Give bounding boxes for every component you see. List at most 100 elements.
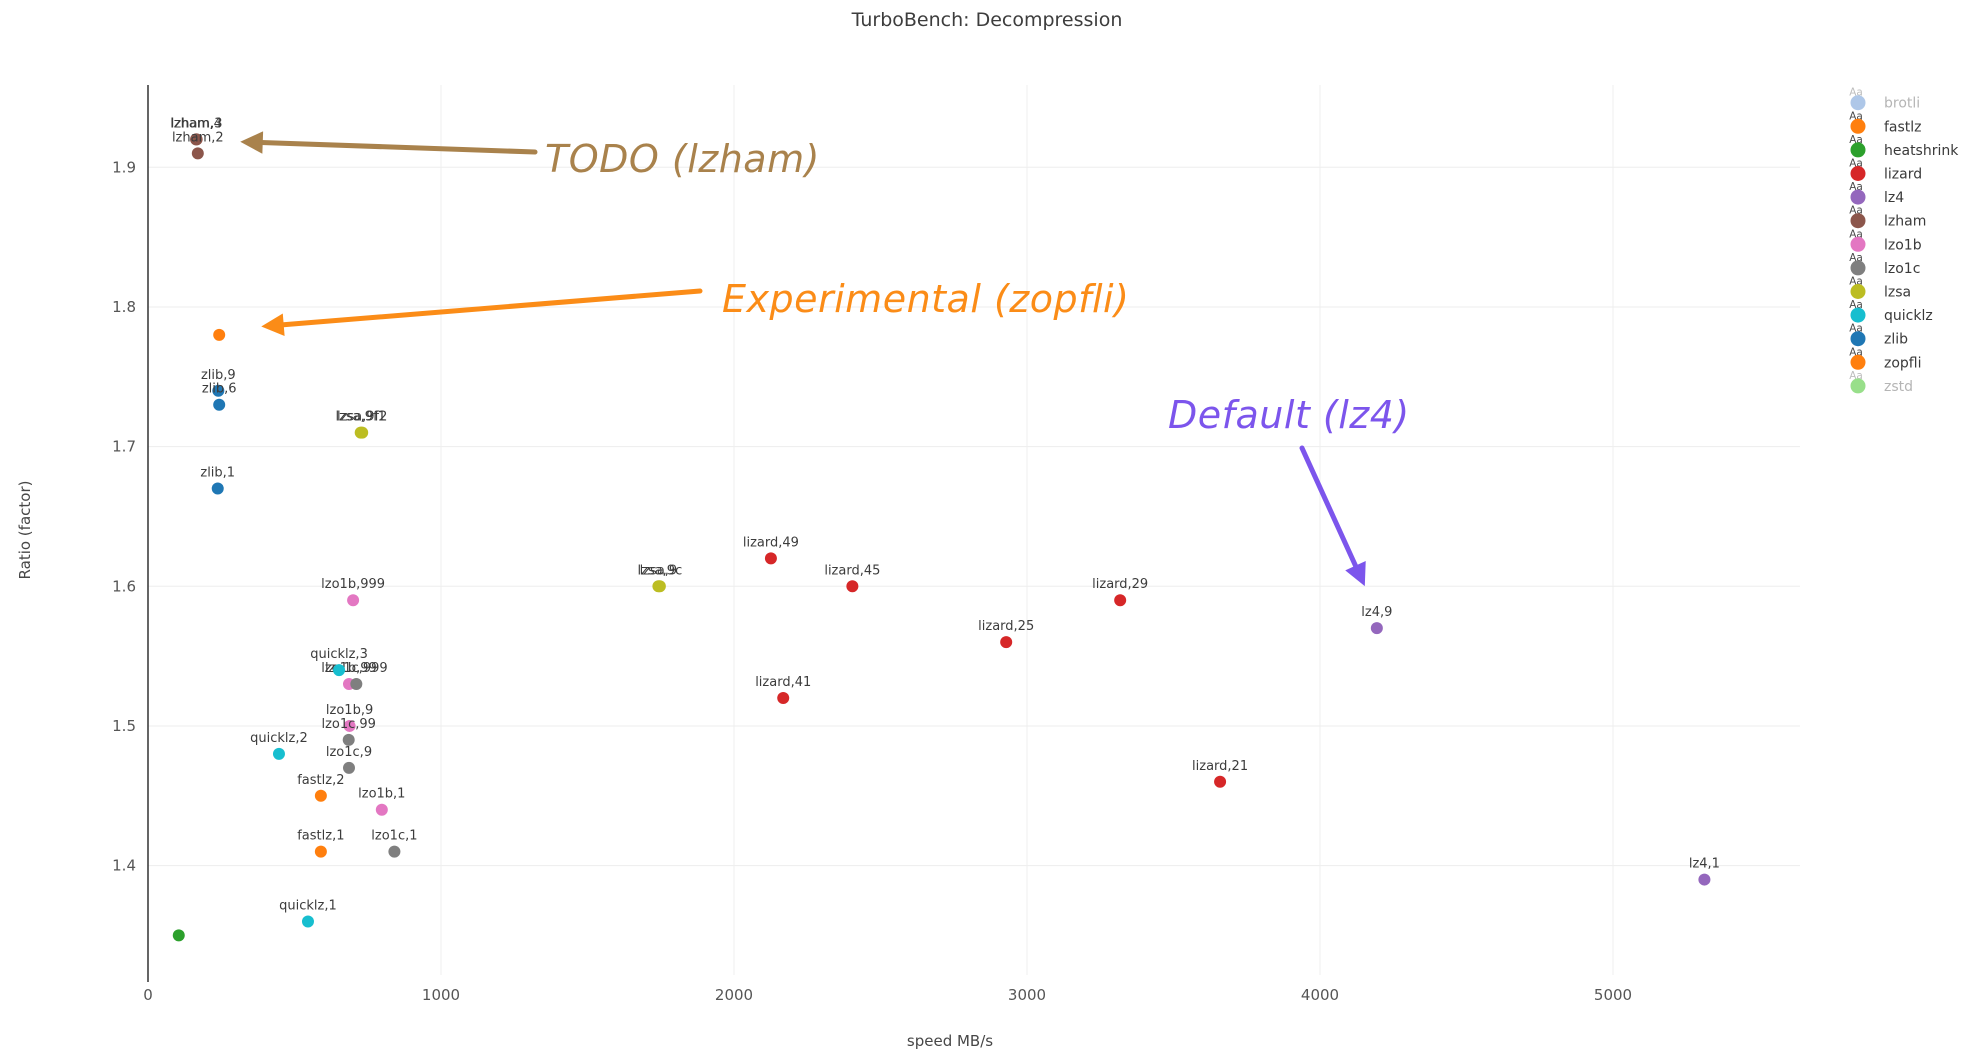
point-label: lzsa,9c: [638, 563, 683, 578]
legend-swatch: [1850, 284, 1866, 299]
point-label: quicklz,3: [310, 647, 368, 662]
chart-title: TurboBench: Decompression: [851, 9, 1123, 31]
point-label: lzo1c,99: [321, 717, 375, 732]
legend-swatch: [1850, 142, 1866, 158]
legend-label: lzsa: [1884, 285, 1911, 301]
legend-label: zstd: [1884, 379, 1913, 395]
data-point: [343, 719, 356, 732]
data-point: [653, 580, 666, 593]
legend-swatch: [1850, 260, 1866, 276]
legend-label: lzo1b: [1884, 237, 1922, 253]
point-label: zlib,9: [201, 368, 236, 383]
point-label: lz4,1: [1689, 857, 1720, 872]
data-point: [777, 692, 790, 705]
data-point: [342, 761, 355, 774]
point-label: lzsa,9: [640, 563, 678, 578]
data-point: [375, 803, 388, 816]
data-point: [356, 426, 369, 439]
legend-label: lzham: [1884, 214, 1926, 230]
x-tick-label: 5000: [1594, 986, 1632, 1004]
point-label: lzham,3: [171, 116, 223, 131]
data-point: [350, 678, 363, 691]
point-label: lzo1b,999: [321, 577, 385, 592]
x-tick-label: 4000: [1301, 986, 1339, 1004]
annotation-arrow: [261, 288, 703, 336]
legend-label: lz4: [1884, 190, 1904, 206]
data-point: [347, 594, 360, 607]
gridlines: [147, 85, 1800, 975]
annotation-arrow: [1299, 445, 1366, 587]
data-point: [213, 398, 226, 411]
point-label: quicklz,2: [250, 731, 308, 746]
data-point: [333, 664, 346, 677]
data-point: [212, 384, 225, 397]
y-tick-label: 1.8: [112, 298, 136, 316]
point-label: quicklz,1: [279, 898, 337, 913]
legend-label: zlib: [1884, 332, 1908, 348]
legend-swatch: [1850, 166, 1866, 181]
annotation-arrow: [240, 131, 538, 155]
point-label: fastlz,2: [297, 773, 344, 788]
point-label: fastlz,1: [297, 829, 344, 844]
data-point: [172, 929, 185, 942]
x-tick-label: 2000: [715, 986, 753, 1004]
data-point: [191, 147, 204, 160]
data-point: [846, 580, 859, 593]
point-label: lizard,21: [1192, 759, 1248, 774]
point-label: lzo1c,9: [326, 745, 372, 760]
point-label: zlib,6: [202, 382, 237, 397]
data-points: fastlz,2 fastlz,1 lizard,49 lizard,45 lizard…: [170, 116, 1720, 942]
y-axis-title: Ratio (factor): [16, 481, 34, 580]
legend-swatch: [1850, 307, 1866, 323]
point-label: lizard,49: [743, 535, 799, 550]
data-point: [314, 789, 327, 802]
point-label: zlib,1: [200, 466, 235, 481]
legend-swatch: [1850, 331, 1866, 347]
legend-label: brotli: [1884, 96, 1920, 112]
annotation-text: Default (lz4): [1168, 393, 1410, 437]
legend: AabrotliAafastlzAaheatshrinkAalizardAalz…: [1849, 87, 1959, 395]
point-label: lzsa,9f1: [335, 410, 385, 425]
legend-label: lizard: [1884, 167, 1922, 183]
legend-label: zopfli: [1884, 355, 1922, 371]
y-tick-label: 1.9: [112, 158, 136, 176]
annotation-text: Experimental (zopfli): [722, 277, 1129, 321]
data-point: [301, 915, 314, 928]
legend-label: fastlz: [1884, 119, 1922, 135]
data-point: [272, 747, 285, 760]
data-point: [213, 328, 226, 341]
data-point: [388, 845, 401, 858]
x-axis-title: speed MB/s: [907, 1032, 993, 1050]
x-tick-label: 0: [143, 986, 153, 1004]
point-label: lizard,41: [755, 675, 811, 690]
data-point: [1000, 636, 1013, 649]
legend-swatch: [1850, 213, 1866, 229]
point-label: lzo1b,9: [326, 703, 373, 718]
legend-swatch: [1850, 189, 1866, 205]
data-point: [314, 845, 327, 858]
x-tick-label: 3000: [1008, 986, 1046, 1004]
legend-swatch: [1850, 236, 1866, 252]
point-label: lizard,29: [1092, 577, 1148, 592]
axes: 1.4 1.5 1.6 1.7 1.8 1.9 0 1000 2000 3000 4000 5000: [112, 85, 1632, 1004]
point-label: lzsa,9f2: [337, 410, 387, 425]
point-label: lzo1c,1: [371, 829, 417, 844]
y-tick-label: 1.6: [112, 577, 136, 595]
y-tick-label: 1.4: [112, 857, 136, 875]
point-label: lz4,9: [1361, 605, 1392, 620]
